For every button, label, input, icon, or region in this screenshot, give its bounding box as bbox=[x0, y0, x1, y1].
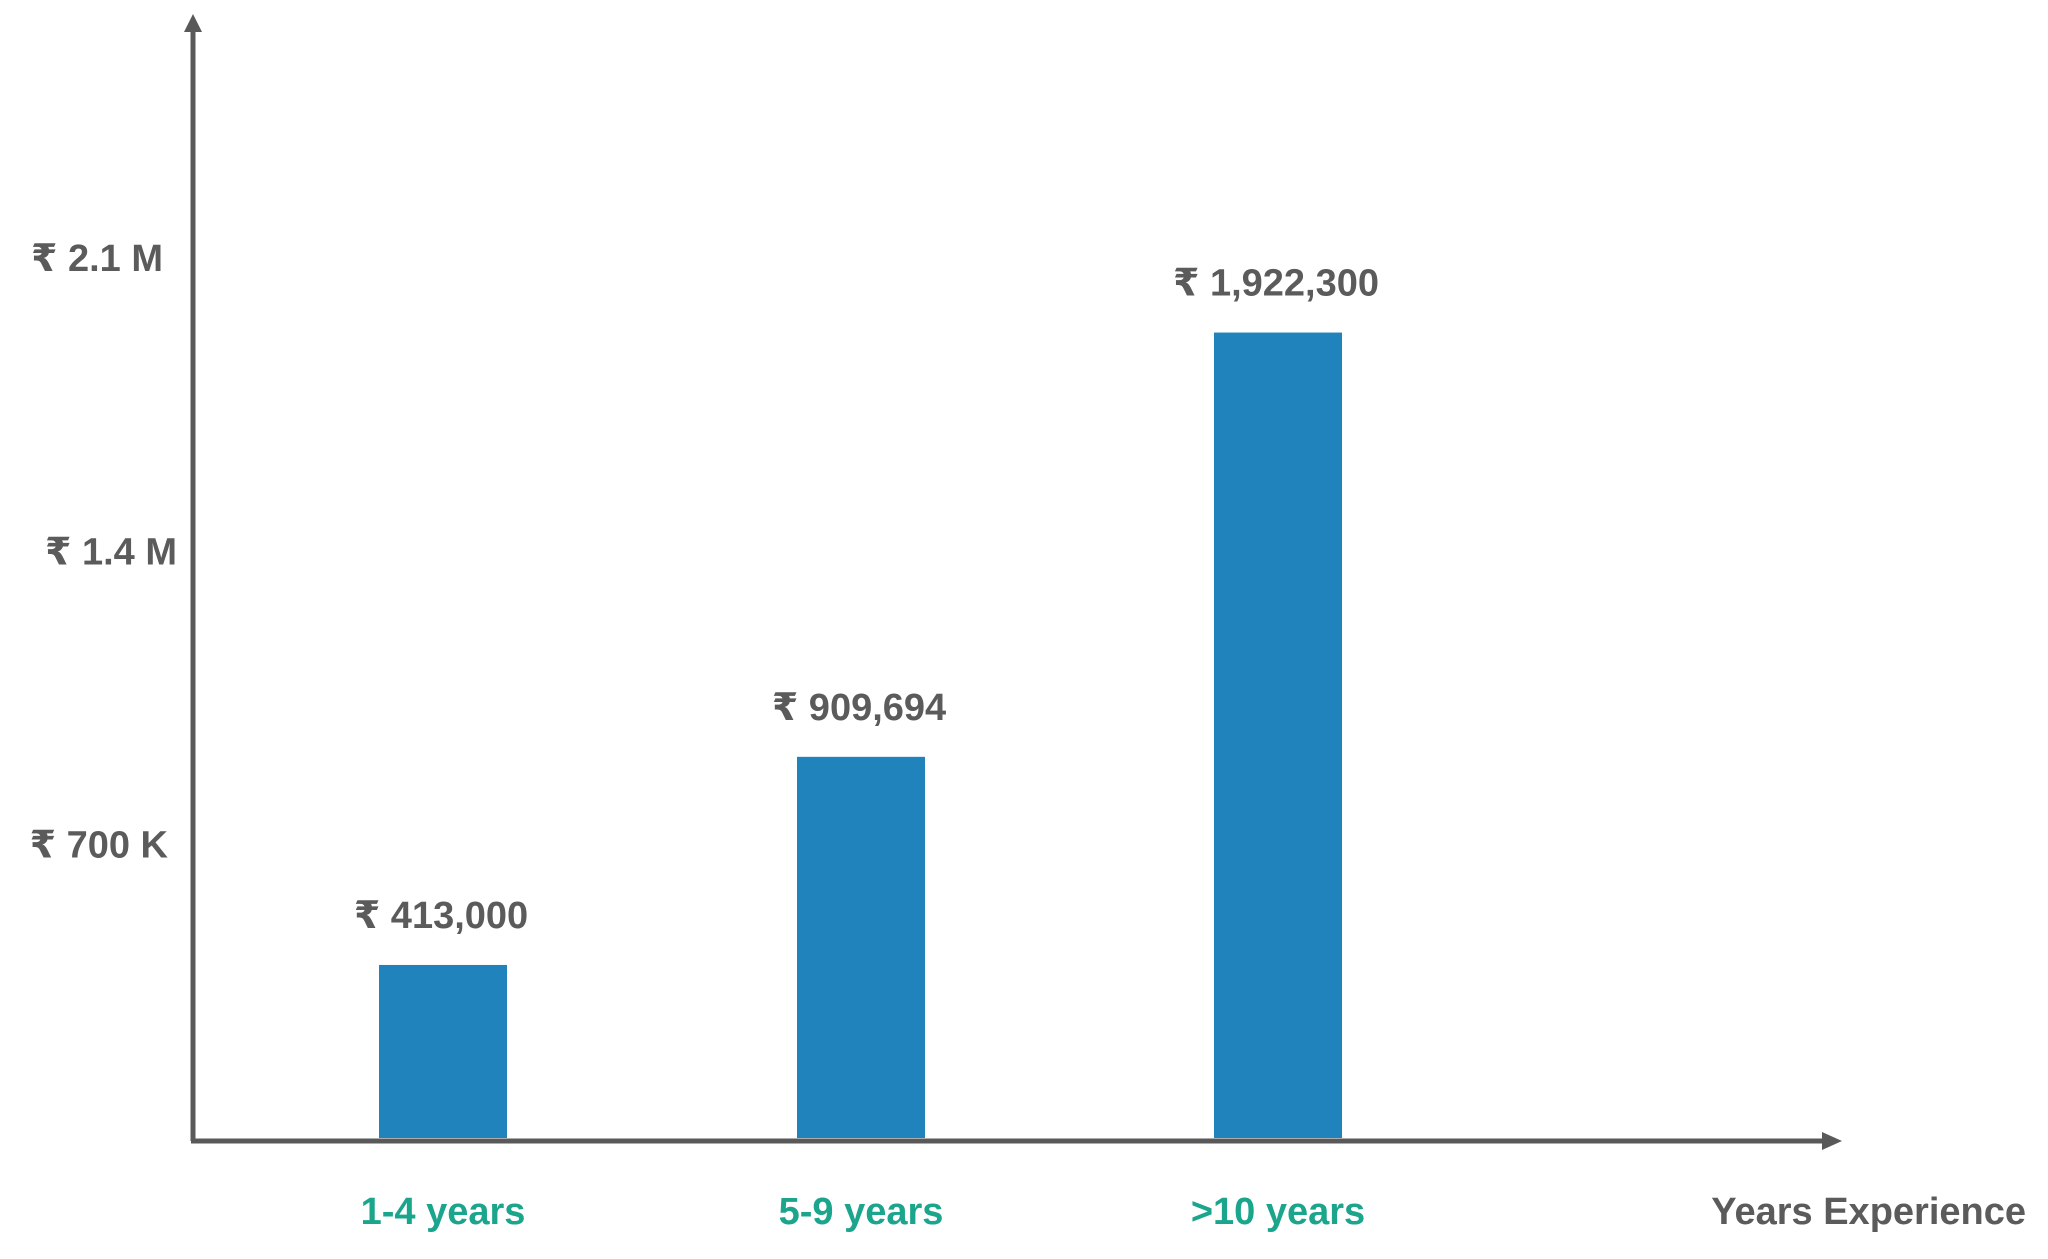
bar-value-label: ₹ 413,000 bbox=[354, 895, 528, 937]
category-label: 1-4 years bbox=[361, 1191, 526, 1233]
y-axis-arrowhead bbox=[184, 14, 202, 32]
y-tick-label: ₹ 2.1 M bbox=[31, 238, 163, 280]
bars bbox=[379, 332, 1342, 1139]
y-tick-label: ₹ 1.4 M bbox=[45, 531, 177, 573]
bar-value-label: ₹ 909,694 bbox=[772, 687, 946, 729]
axes bbox=[184, 14, 1842, 1150]
x-axis-arrowhead bbox=[1822, 1132, 1842, 1150]
bar bbox=[1214, 332, 1342, 1139]
category-labels: 1-4 years 5-9 years >10 years bbox=[361, 1191, 1366, 1233]
bar bbox=[797, 756, 925, 1138]
category-label: >10 years bbox=[1191, 1191, 1365, 1233]
y-tick-label: ₹ 700 K bbox=[30, 825, 169, 867]
bar-value-labels: ₹ 413,000 ₹ 909,694 ₹ 1,922,300 bbox=[354, 263, 1379, 937]
x-axis-title: Years Experience bbox=[1711, 1191, 2026, 1233]
category-label: 5-9 years bbox=[779, 1191, 944, 1233]
bar-value-label: ₹ 1,922,300 bbox=[1173, 263, 1379, 305]
bar bbox=[379, 964, 507, 1138]
y-tick-labels: ₹ 700 K ₹ 1.4 M ₹ 2.1 M bbox=[30, 238, 177, 867]
